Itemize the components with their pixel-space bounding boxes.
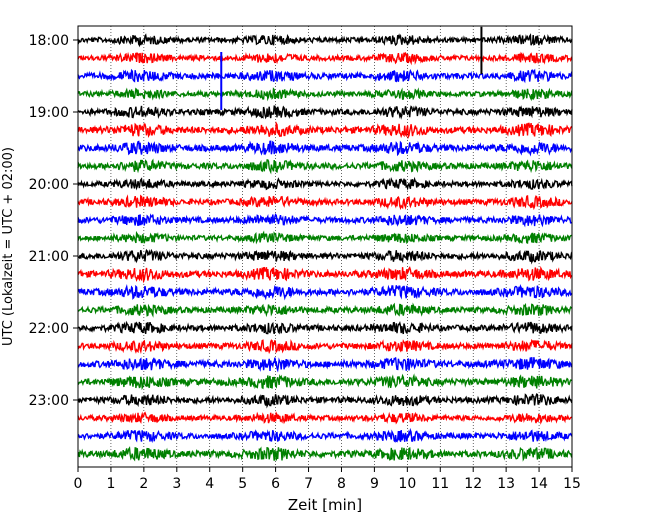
- trace-2345: [77, 446, 573, 462]
- x-tick-label: 7: [304, 476, 313, 492]
- event-spikes: [220, 26, 483, 110]
- x-tick-label: 14: [530, 476, 548, 492]
- x-tick-label: 8: [337, 476, 346, 492]
- trace-1845: [77, 87, 573, 102]
- trace-1815: [77, 51, 573, 66]
- trace-2030: [77, 212, 573, 228]
- x-tick-label: 13: [497, 476, 515, 492]
- y-tick-label: 22:00: [29, 321, 69, 337]
- trace-2330: [77, 427, 573, 444]
- x-tick-label: 15: [563, 476, 581, 492]
- y-axis-title: UTC (Lokalzeit = UTC + 02:00): [1, 147, 16, 346]
- x-tick-label: 0: [74, 476, 83, 492]
- trace-2300: [77, 393, 573, 409]
- x-axis: 0 1 2 3 4 5 6 7 8 9 10 11 12 13 14 15: [74, 467, 581, 492]
- trace-1800: [77, 33, 573, 48]
- x-tick-label: 9: [370, 476, 379, 492]
- trace-2200: [77, 320, 573, 335]
- x-tick-label: 11: [431, 476, 449, 492]
- trace-1900: [77, 105, 573, 120]
- trace-2145: [77, 302, 573, 318]
- y-tick-label: 21:00: [29, 249, 69, 265]
- y-tick-label: 23:00: [29, 393, 69, 409]
- trace-2045: [77, 230, 573, 245]
- trace-1830: [77, 68, 573, 84]
- trace-1915: [77, 120, 573, 140]
- trace-2015: [77, 194, 573, 211]
- y-tick-label: 19:00: [29, 105, 69, 121]
- y-tick-label: 20:00: [29, 177, 69, 193]
- trace-2215: [77, 338, 573, 355]
- x-tick-label: 4: [205, 476, 214, 492]
- trace-2230: [77, 357, 573, 373]
- trace-2115: [77, 265, 573, 284]
- x-tick-label: 10: [398, 476, 416, 492]
- trace-2130: [77, 283, 573, 301]
- trace-2000: [77, 176, 573, 191]
- plot-frame: [77, 25, 573, 468]
- trace-2315: [77, 411, 573, 425]
- trace-2245: [77, 373, 573, 391]
- x-tick-label: 5: [238, 476, 247, 492]
- x-tick-label: 2: [139, 476, 148, 492]
- x-tick-label: 12: [464, 476, 482, 492]
- seismic-traces: [77, 33, 573, 462]
- trace-2100: [77, 248, 573, 265]
- x-tick-label: 3: [172, 476, 181, 492]
- trace-1945: [77, 158, 573, 175]
- y-tick-label: 18:00: [29, 33, 69, 49]
- x-tick-label: 6: [271, 476, 280, 492]
- x-tick-label: 1: [106, 476, 115, 492]
- trace-1930: [77, 140, 573, 157]
- y-axis: 18:00 19:00 20:00 21:00 22:00 23:00: [29, 33, 78, 409]
- x-axis-title: Zeit [min]: [288, 496, 362, 514]
